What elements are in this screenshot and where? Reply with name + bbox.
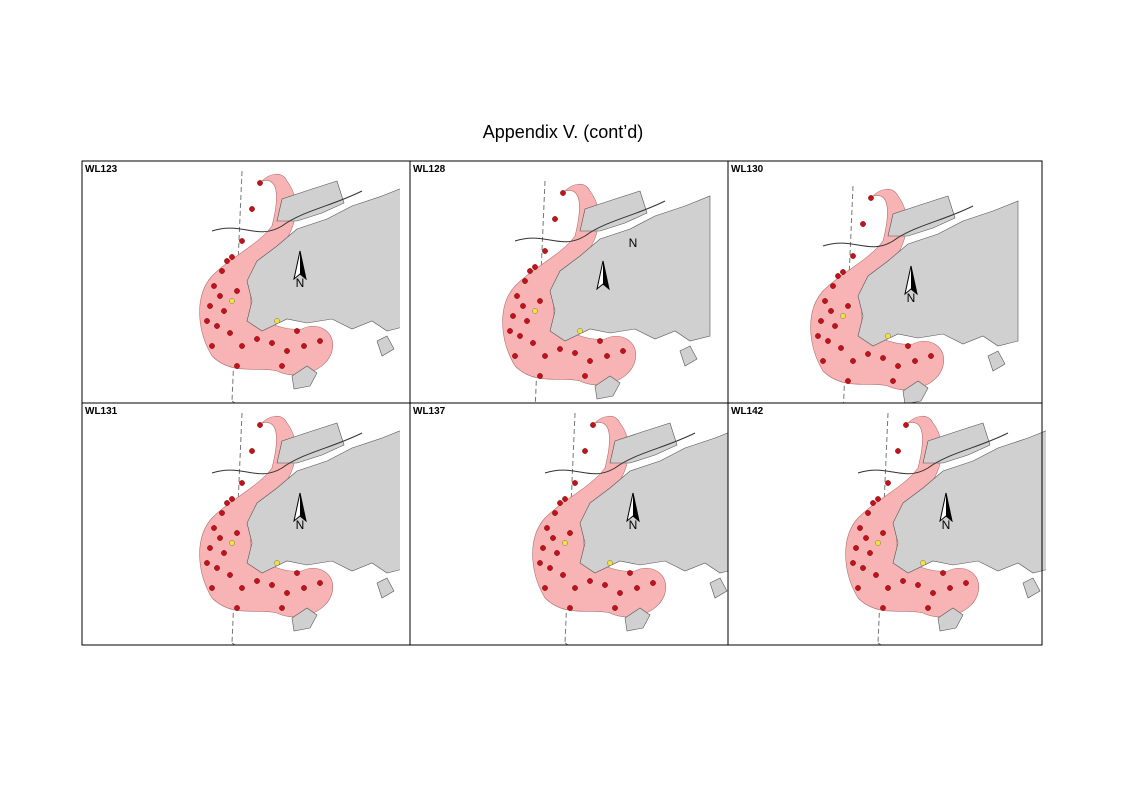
north-label: N (296, 518, 305, 532)
panel-label: WL130 (731, 164, 764, 175)
page-title: Appendix V. (cont’d) (483, 122, 643, 142)
map-panel: WL123 N (81, 160, 411, 404)
map-panel: WL128 N (409, 160, 729, 404)
north-label: N (296, 276, 305, 290)
north-label: N (942, 518, 951, 532)
north-label: N (629, 236, 638, 250)
panel-label: WL131 (85, 406, 118, 417)
map-panel: WL137 N (409, 402, 729, 646)
panel-label: WL142 (731, 406, 764, 417)
map-panel: WL142 N (727, 402, 1046, 646)
panel-label: WL123 (85, 164, 118, 175)
north-label: N (629, 518, 638, 532)
map-panel: WL131 N (81, 402, 411, 646)
north-label: N (907, 291, 916, 305)
panel-label: WL128 (413, 164, 446, 175)
panel-label: WL137 (413, 406, 446, 417)
map-panel: WL130 N (727, 160, 1043, 404)
